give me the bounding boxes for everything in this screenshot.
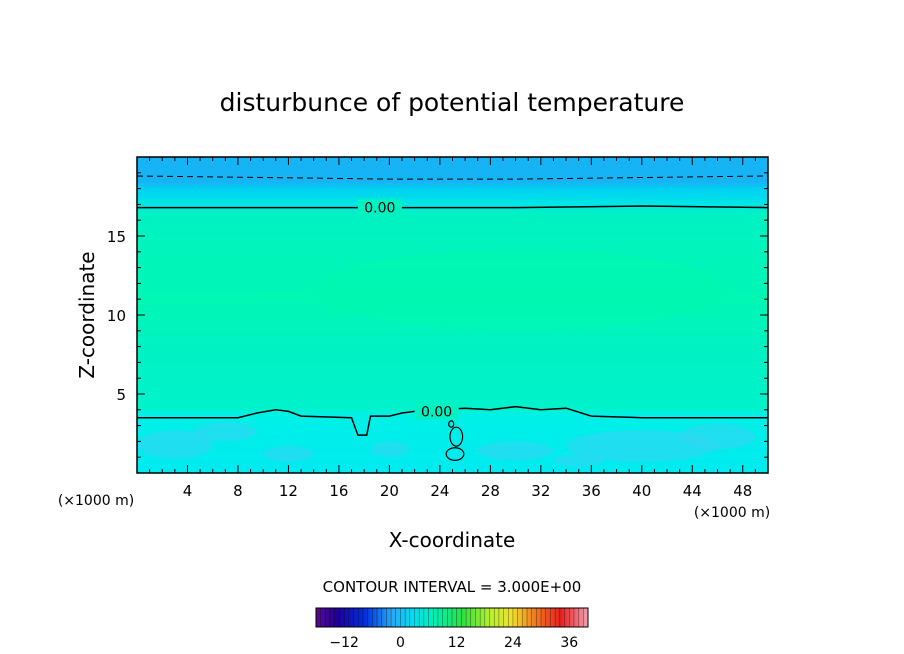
contour-closed <box>445 447 465 461</box>
contour-labels: 0.00 0.00 <box>357 198 459 420</box>
x-tick-label: 16 <box>329 482 348 500</box>
colorbar-ticks: −12 0 12 24 36 <box>329 635 578 651</box>
x-tick-label: 24 <box>430 482 449 500</box>
contour-closed <box>448 420 455 428</box>
colorbar-tick-label: 24 <box>504 635 522 651</box>
colorbar-tick-label: −12 <box>329 635 359 651</box>
surface-blotch <box>193 422 257 442</box>
x-tick-label: 20 <box>380 482 399 500</box>
x-tick-label: 44 <box>683 482 702 500</box>
contour-label-bg <box>357 198 402 216</box>
x-tick-label: 48 <box>733 482 752 500</box>
contour-label-bg <box>414 402 459 420</box>
x-tick-label: 28 <box>481 482 500 500</box>
x-unit-label-left: (×1000 m) <box>58 493 134 509</box>
x-unit-label-right: (×1000 m) <box>694 505 770 521</box>
y-tick-label: 10 <box>107 307 126 325</box>
colorbar-tick-label: 36 <box>560 635 578 651</box>
contour-line-zero <box>137 205 768 209</box>
x-ticks: 4 8 12 16 20 24 28 32 36 40 44 48 <box>149 157 756 500</box>
y-tick-label: 15 <box>107 228 126 246</box>
x-axis-title: X-coordinate <box>389 528 516 552</box>
y-tick-label: 5 <box>116 386 126 404</box>
colorbar-frame <box>315 607 589 628</box>
x-tick-label: 12 <box>279 482 298 500</box>
contour-label: 0.00 <box>364 201 395 217</box>
x-tick-label: 32 <box>531 482 550 500</box>
y-axis-title: Z-coordinate <box>75 251 99 378</box>
field-core <box>310 250 730 330</box>
colorbar: −12 0 12 24 36 <box>315 607 589 651</box>
surface-blotches <box>137 422 756 467</box>
surface-blotch <box>477 441 554 461</box>
contour-line-negative <box>137 175 768 180</box>
y-ticks: 5 10 15 <box>107 172 768 458</box>
x-tick-label: 36 <box>582 482 601 500</box>
surface-blotch <box>679 424 756 450</box>
colorbar-segments <box>320 608 584 627</box>
contours <box>137 175 768 461</box>
plot-area <box>137 157 768 473</box>
colorbar-tick-label: 0 <box>396 635 405 651</box>
x-tick-label: 8 <box>233 482 243 500</box>
surface-blotch <box>553 454 604 467</box>
contour-label: 0.00 <box>421 404 452 420</box>
x-tick-label: 40 <box>632 482 651 500</box>
chart-title: disturbunce of potential temperature <box>220 88 685 117</box>
contour-closed <box>449 426 464 447</box>
surface-blotch <box>137 430 213 459</box>
x-tick-label: 4 <box>183 482 193 500</box>
contour-interval-text: CONTOUR INTERVAL = 3.000E+00 <box>323 578 582 596</box>
colorbar-tick-label: 12 <box>448 635 466 651</box>
surface-blotch <box>370 441 409 458</box>
contour-line-zero <box>137 405 768 436</box>
surface-blotch <box>263 446 314 462</box>
surface-blotch <box>566 430 718 462</box>
